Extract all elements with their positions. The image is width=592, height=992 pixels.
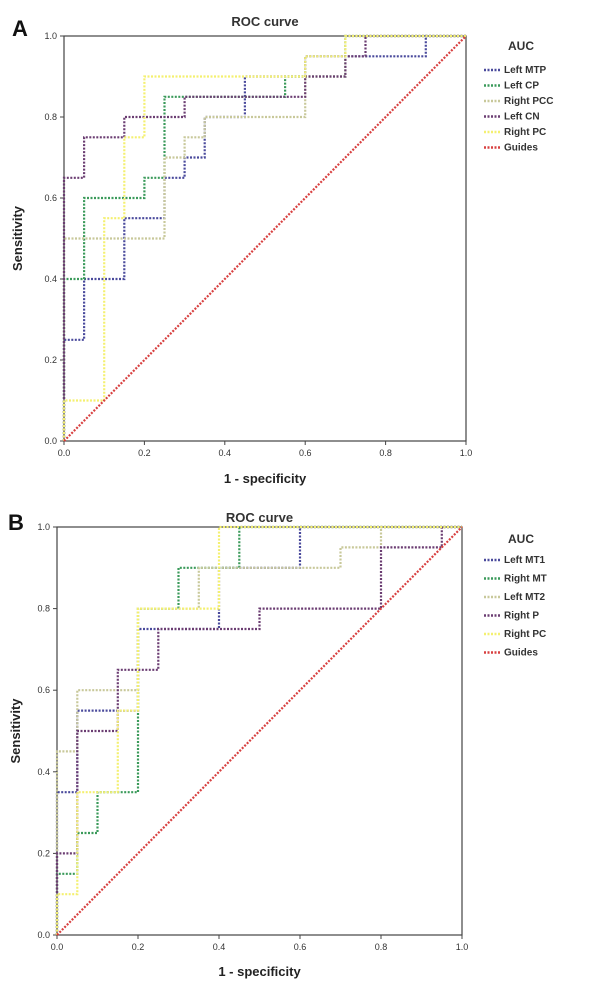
chart-title: ROC curve [231,14,298,29]
y-tick-label: 0.2 [44,355,57,365]
y-axis-label: Sensitivity [10,205,25,271]
legend-entry: Right PC [504,629,546,640]
y-tick-label: 0.4 [44,274,57,284]
x-tick-label: 0.4 [213,942,226,952]
legend-title: AUC [508,532,534,546]
panel-label: B [8,510,24,535]
x-tick-label: 1.0 [456,942,469,952]
legend-entry: Right PC [504,127,546,138]
panel-label: A [12,16,28,41]
series-line-left-cp [62,34,466,441]
y-tick-label: 0.0 [44,436,57,446]
legend-entry: Guides [504,143,538,154]
y-tick-label: 0.6 [37,685,50,695]
x-axis-label: 1 - specificity [224,471,307,486]
y-tick-label: 0.6 [44,193,57,203]
x-tick-label: 0.8 [375,942,388,952]
x-tick-label: 1.0 [460,448,473,458]
x-tick-label: 0.2 [138,448,151,458]
series-line-right-pc [62,34,466,441]
y-tick-label: 1.0 [44,31,57,41]
x-tick-label: 0.0 [58,448,71,458]
legend-entry: Left CP [504,81,539,92]
chart-panel-b: B ROC curve 0.0 0.2 0.4 0.6 0.8 1.0 0.0 0.2 0.4 0.6… [8,510,547,979]
x-tick-label: 0.0 [51,942,64,952]
legend-entry: Left CN [504,112,540,123]
series-line-right-p [55,525,462,935]
x-axis-label: 1 - specificity [218,964,301,979]
legend-title: AUC [508,39,534,53]
chart-title: ROC curve [226,510,293,525]
y-axis-label: Sensitivity [8,698,23,764]
y-tick-label: 0.8 [37,604,50,614]
legend-entry: Left MT2 [504,592,546,603]
legend-entry: Right PCC [504,96,553,107]
series-line-guides [63,35,467,442]
y-tick-label: 0.0 [37,930,50,940]
y-tick-label: 0.4 [37,767,50,777]
legend-entry: Right MT [504,574,547,585]
chart-panel-a: A ROC curve 0.0 0.2 0.4 0.6 0.8 1.0 0.0 0.2 0.4 0.6… [10,14,553,486]
legend-entry: Left MTP [504,65,547,76]
legend-entry: Right P [504,611,539,622]
y-tick-label: 0.2 [37,848,50,858]
x-tick-label: 0.6 [294,942,307,952]
x-tick-label: 0.8 [379,448,392,458]
x-tick-label: 0.4 [219,448,232,458]
legend-entry: Left MT1 [504,555,546,566]
series-line-guides [56,526,463,936]
series-line-left-cn [62,34,466,441]
y-tick-label: 1.0 [37,522,50,532]
x-tick-label: 0.2 [132,942,145,952]
series-line-right-pc [55,525,462,935]
x-tick-label: 0.6 [299,448,312,458]
legend-entry: Guides [504,648,538,659]
y-tick-label: 0.8 [44,112,57,122]
